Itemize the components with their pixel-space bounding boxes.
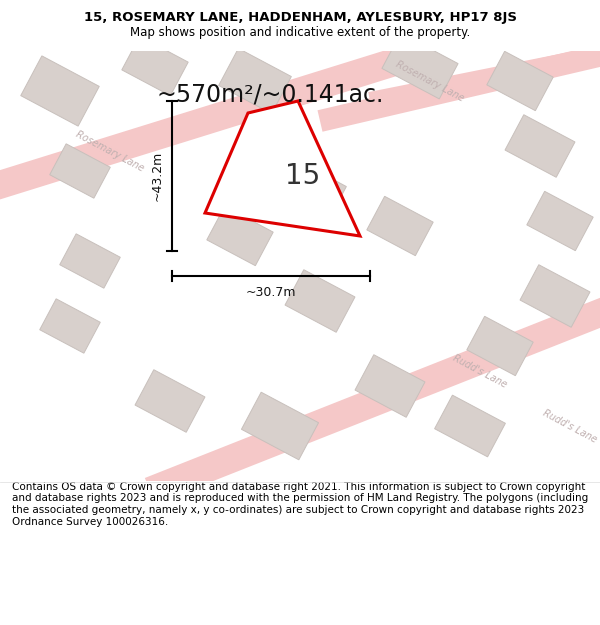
Polygon shape bbox=[505, 115, 575, 178]
Text: Contains OS data © Crown copyright and database right 2021. This information is : Contains OS data © Crown copyright and d… bbox=[12, 482, 588, 526]
Text: 15: 15 bbox=[285, 162, 320, 190]
Polygon shape bbox=[520, 265, 590, 328]
Text: ~570m²/~0.141ac.: ~570m²/~0.141ac. bbox=[157, 82, 383, 106]
Text: Rosemary Lane: Rosemary Lane bbox=[394, 59, 466, 103]
Polygon shape bbox=[50, 144, 110, 198]
Polygon shape bbox=[40, 299, 100, 353]
Polygon shape bbox=[434, 395, 505, 457]
Text: Rudd's Lane: Rudd's Lane bbox=[541, 408, 599, 444]
Polygon shape bbox=[145, 288, 600, 504]
Text: ~43.2m: ~43.2m bbox=[151, 151, 164, 201]
Polygon shape bbox=[367, 196, 433, 256]
Polygon shape bbox=[21, 56, 99, 126]
Polygon shape bbox=[382, 33, 458, 99]
Polygon shape bbox=[122, 36, 188, 96]
Polygon shape bbox=[60, 234, 120, 288]
Polygon shape bbox=[207, 206, 273, 266]
Polygon shape bbox=[355, 355, 425, 418]
Polygon shape bbox=[285, 270, 355, 332]
Polygon shape bbox=[317, 40, 600, 132]
Polygon shape bbox=[0, 38, 434, 204]
Polygon shape bbox=[467, 316, 533, 376]
Polygon shape bbox=[487, 51, 553, 111]
Polygon shape bbox=[241, 392, 319, 460]
Polygon shape bbox=[205, 101, 360, 236]
Polygon shape bbox=[274, 158, 346, 224]
Polygon shape bbox=[527, 191, 593, 251]
Text: Rosemary Lane: Rosemary Lane bbox=[74, 129, 146, 173]
Text: 15, ROSEMARY LANE, HADDENHAM, AYLESBURY, HP17 8JS: 15, ROSEMARY LANE, HADDENHAM, AYLESBURY,… bbox=[83, 11, 517, 24]
Text: Map shows position and indicative extent of the property.: Map shows position and indicative extent… bbox=[130, 26, 470, 39]
Text: Rudd's Lane: Rudd's Lane bbox=[451, 352, 509, 389]
Polygon shape bbox=[218, 48, 292, 114]
Text: ~30.7m: ~30.7m bbox=[246, 286, 296, 299]
Polygon shape bbox=[368, 42, 600, 110]
Polygon shape bbox=[135, 370, 205, 432]
